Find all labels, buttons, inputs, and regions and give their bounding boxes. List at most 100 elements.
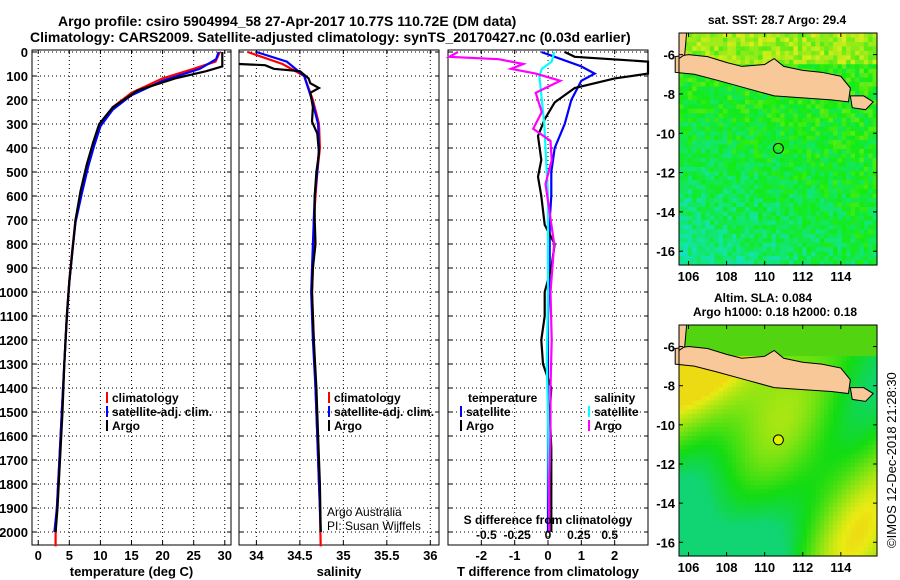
map-cell — [789, 538, 794, 544]
map-cell — [828, 41, 834, 47]
map-cell — [841, 99, 847, 105]
map-cell — [815, 59, 821, 65]
map-cell — [850, 193, 856, 199]
map-cell — [846, 229, 852, 235]
map-cell — [855, 493, 860, 499]
map-cell — [811, 342, 816, 348]
map-cell — [723, 189, 728, 195]
map-cell — [718, 449, 724, 455]
map-cell — [714, 229, 720, 235]
map-cell — [740, 180, 746, 186]
map-cell — [709, 542, 715, 548]
map-cell — [696, 50, 702, 56]
map-cell — [850, 260, 856, 266]
map-cell — [859, 251, 865, 257]
map-cell — [749, 113, 755, 119]
map-cell — [775, 551, 781, 557]
map-cell — [793, 113, 799, 119]
map-cell — [837, 215, 843, 221]
map-cell — [863, 547, 869, 553]
map-cell — [837, 153, 843, 159]
map-cell — [819, 493, 825, 499]
map-cell — [767, 502, 772, 508]
map-cell — [683, 444, 689, 450]
map-cell — [709, 533, 715, 539]
map-cell — [749, 400, 755, 406]
map-cell — [841, 108, 847, 114]
map-cell — [687, 493, 693, 499]
map-cell — [683, 82, 689, 88]
map-cell — [687, 153, 693, 159]
map-cell — [740, 108, 746, 114]
map-cell — [811, 46, 816, 52]
map-cell — [850, 382, 856, 388]
map-cell — [727, 542, 733, 548]
map-cell — [819, 409, 825, 415]
map-cell — [718, 175, 724, 181]
map-cell — [872, 144, 878, 150]
map-cell — [723, 542, 728, 548]
map-cell — [749, 171, 755, 177]
map-cell — [749, 224, 755, 230]
map-cell — [775, 131, 781, 137]
y-tick-label: 800 — [6, 237, 28, 252]
map-cell — [802, 342, 808, 348]
map-cell — [736, 333, 742, 339]
map-cell — [811, 480, 816, 486]
map-cell — [863, 64, 869, 70]
map-cell — [705, 126, 711, 132]
map-cell — [749, 502, 755, 508]
map-cell — [745, 391, 750, 397]
map-cell — [837, 41, 843, 47]
map-cell — [723, 198, 728, 204]
map-cell — [683, 108, 689, 114]
map-cell — [687, 427, 693, 433]
map-cell — [767, 207, 772, 213]
map-cell — [850, 467, 856, 473]
map-cell — [775, 489, 781, 495]
map-cell — [841, 50, 847, 56]
map-cell — [850, 493, 856, 499]
map-cell — [740, 46, 746, 52]
map-cell — [793, 157, 799, 163]
map-cell — [793, 55, 799, 61]
map-cell — [762, 462, 768, 468]
map-cell — [841, 325, 847, 331]
map-cell — [736, 153, 742, 159]
map-cell — [705, 342, 711, 348]
map-cell — [863, 260, 869, 266]
map-cell — [819, 175, 825, 181]
map-cell — [771, 229, 777, 235]
map-cell — [762, 144, 768, 150]
map-cell — [762, 50, 768, 56]
map-cell — [696, 256, 702, 262]
map-cell — [736, 476, 742, 482]
map-cell — [709, 551, 715, 557]
map-cell — [709, 449, 715, 455]
map-cell — [692, 229, 698, 235]
map-cell — [723, 113, 728, 119]
map-cell — [819, 41, 825, 47]
map-cell — [718, 131, 724, 137]
map-cell — [828, 166, 834, 172]
map-cell — [771, 175, 777, 181]
map-cell — [745, 99, 750, 105]
map-cell — [780, 418, 786, 424]
map-cell — [841, 453, 847, 459]
map-cell — [859, 436, 865, 442]
map-cell — [797, 117, 803, 123]
map-cell — [740, 171, 746, 177]
map-cell — [771, 211, 777, 217]
map-cell — [846, 529, 852, 535]
map-cell — [701, 149, 706, 155]
map-cell — [789, 37, 794, 43]
map-cell — [709, 193, 715, 199]
map-cell — [868, 220, 874, 226]
map-cell — [824, 175, 830, 181]
map-cell — [731, 338, 737, 344]
map-cell — [863, 533, 869, 539]
map-cell — [709, 140, 715, 146]
map-cell — [784, 131, 790, 137]
map-cell — [789, 440, 794, 446]
map-cell — [841, 476, 847, 482]
